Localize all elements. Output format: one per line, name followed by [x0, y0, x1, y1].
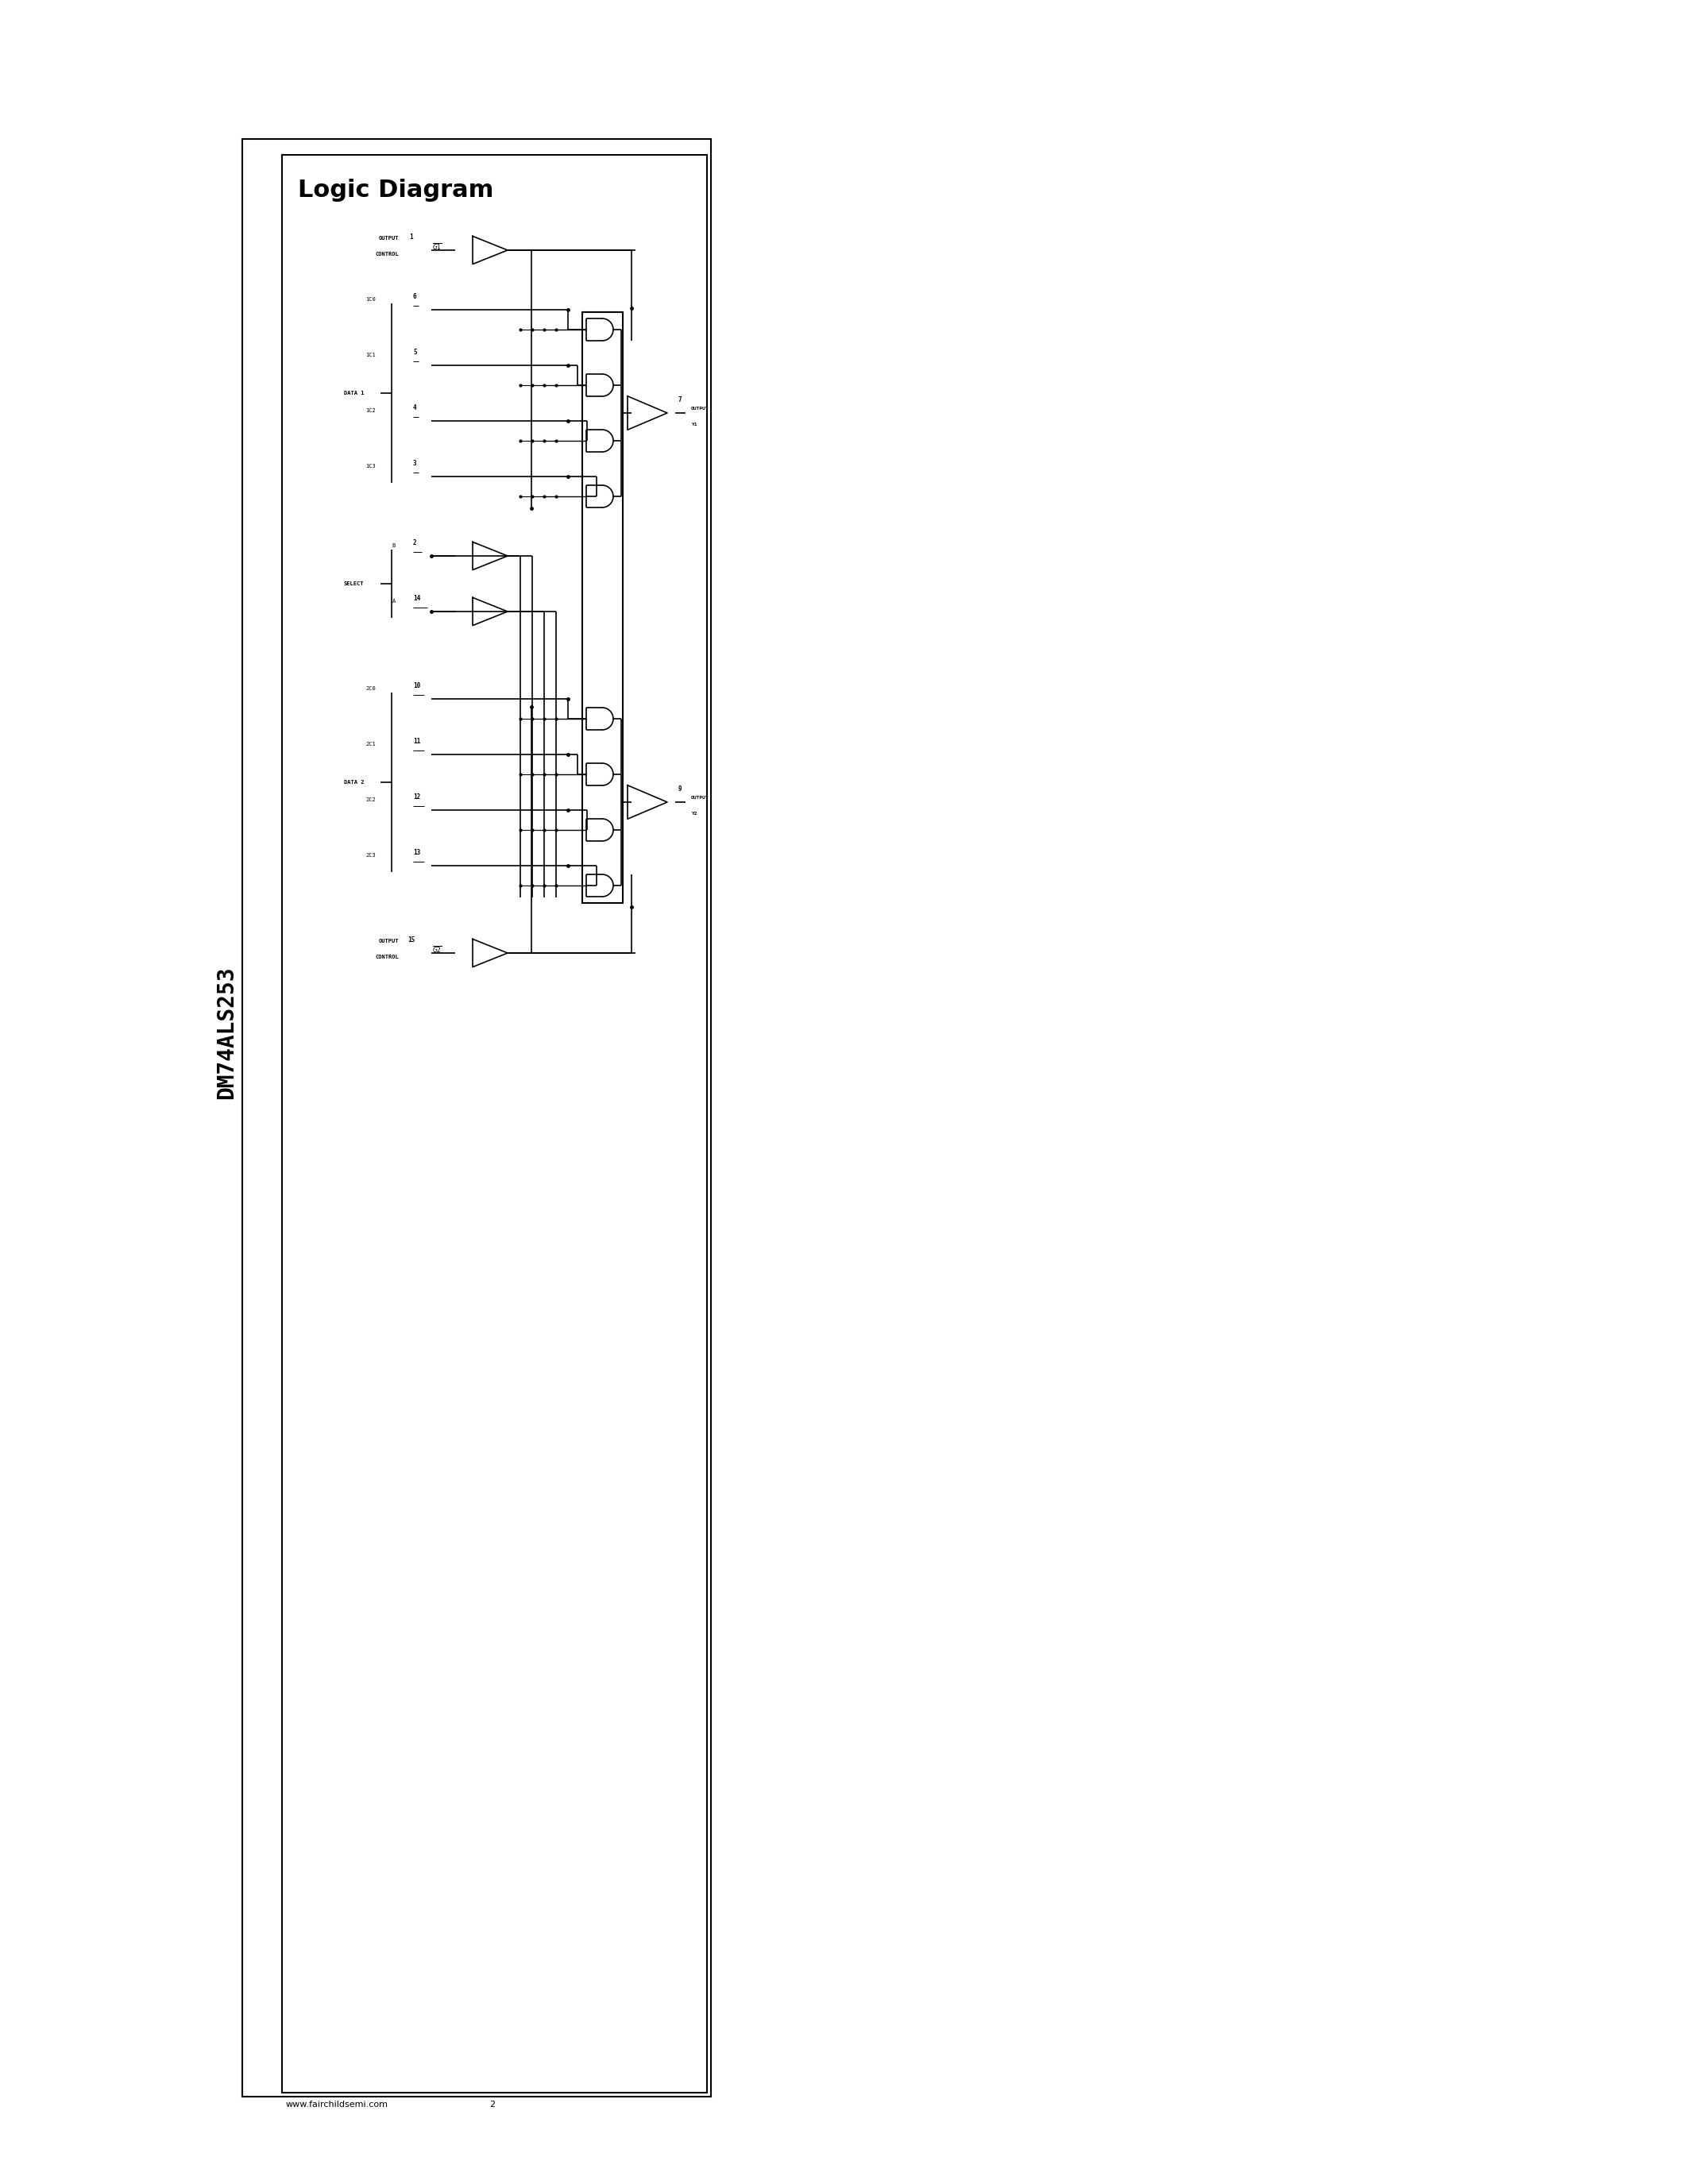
Text: 13: 13: [414, 850, 420, 856]
Text: $\overline{G2}$: $\overline{G2}$: [432, 946, 442, 954]
Text: OUTPUT: OUTPUT: [378, 939, 398, 943]
Text: 2C3: 2C3: [366, 854, 376, 858]
Text: 1C3: 1C3: [366, 463, 376, 470]
Text: 10: 10: [414, 681, 420, 690]
Text: OUTPUT: OUTPUT: [690, 797, 709, 799]
Text: Logic Diagram: Logic Diagram: [297, 179, 493, 203]
Text: DATA 1: DATA 1: [344, 391, 365, 395]
Text: 2C0: 2C0: [366, 686, 376, 690]
Bar: [582, 312, 623, 902]
Text: 11: 11: [414, 738, 420, 745]
Text: A: A: [392, 598, 395, 603]
Text: 2: 2: [414, 539, 417, 546]
Text: 1: 1: [410, 234, 414, 240]
Bar: [243, 140, 711, 2097]
Text: SELECT: SELECT: [344, 581, 365, 585]
Text: 7: 7: [679, 395, 682, 404]
Text: 1C2: 1C2: [366, 408, 376, 413]
Text: 5: 5: [414, 349, 417, 356]
Text: B: B: [392, 544, 395, 548]
Text: 15: 15: [408, 937, 415, 943]
Text: 12: 12: [414, 793, 420, 802]
Text: CONTROL: CONTROL: [375, 251, 398, 256]
Text: 4: 4: [414, 404, 417, 411]
Text: 14: 14: [414, 594, 420, 603]
Text: 9: 9: [679, 786, 682, 793]
Text: 1C0: 1C0: [366, 297, 376, 301]
Text: $\overline{G1}$: $\overline{G1}$: [432, 242, 442, 251]
Text: OUTPUT: OUTPUT: [690, 406, 709, 411]
Text: 2C1: 2C1: [366, 743, 376, 747]
Text: CONTROL: CONTROL: [375, 954, 398, 959]
Text: OUTPUT: OUTPUT: [378, 236, 398, 240]
Text: Y1: Y1: [690, 424, 697, 426]
Text: Y2: Y2: [690, 812, 697, 817]
Text: 2C2: 2C2: [366, 797, 376, 802]
Text: 6: 6: [414, 293, 417, 299]
Text: 2: 2: [490, 2101, 495, 2108]
Text: 3: 3: [414, 461, 417, 467]
Text: 1C1: 1C1: [366, 352, 376, 358]
Bar: [282, 155, 707, 2092]
Text: DATA 2: DATA 2: [344, 780, 365, 784]
Text: DM74ALS253: DM74ALS253: [216, 965, 238, 1099]
Text: www.fairchildsemi.com: www.fairchildsemi.com: [285, 2101, 388, 2108]
